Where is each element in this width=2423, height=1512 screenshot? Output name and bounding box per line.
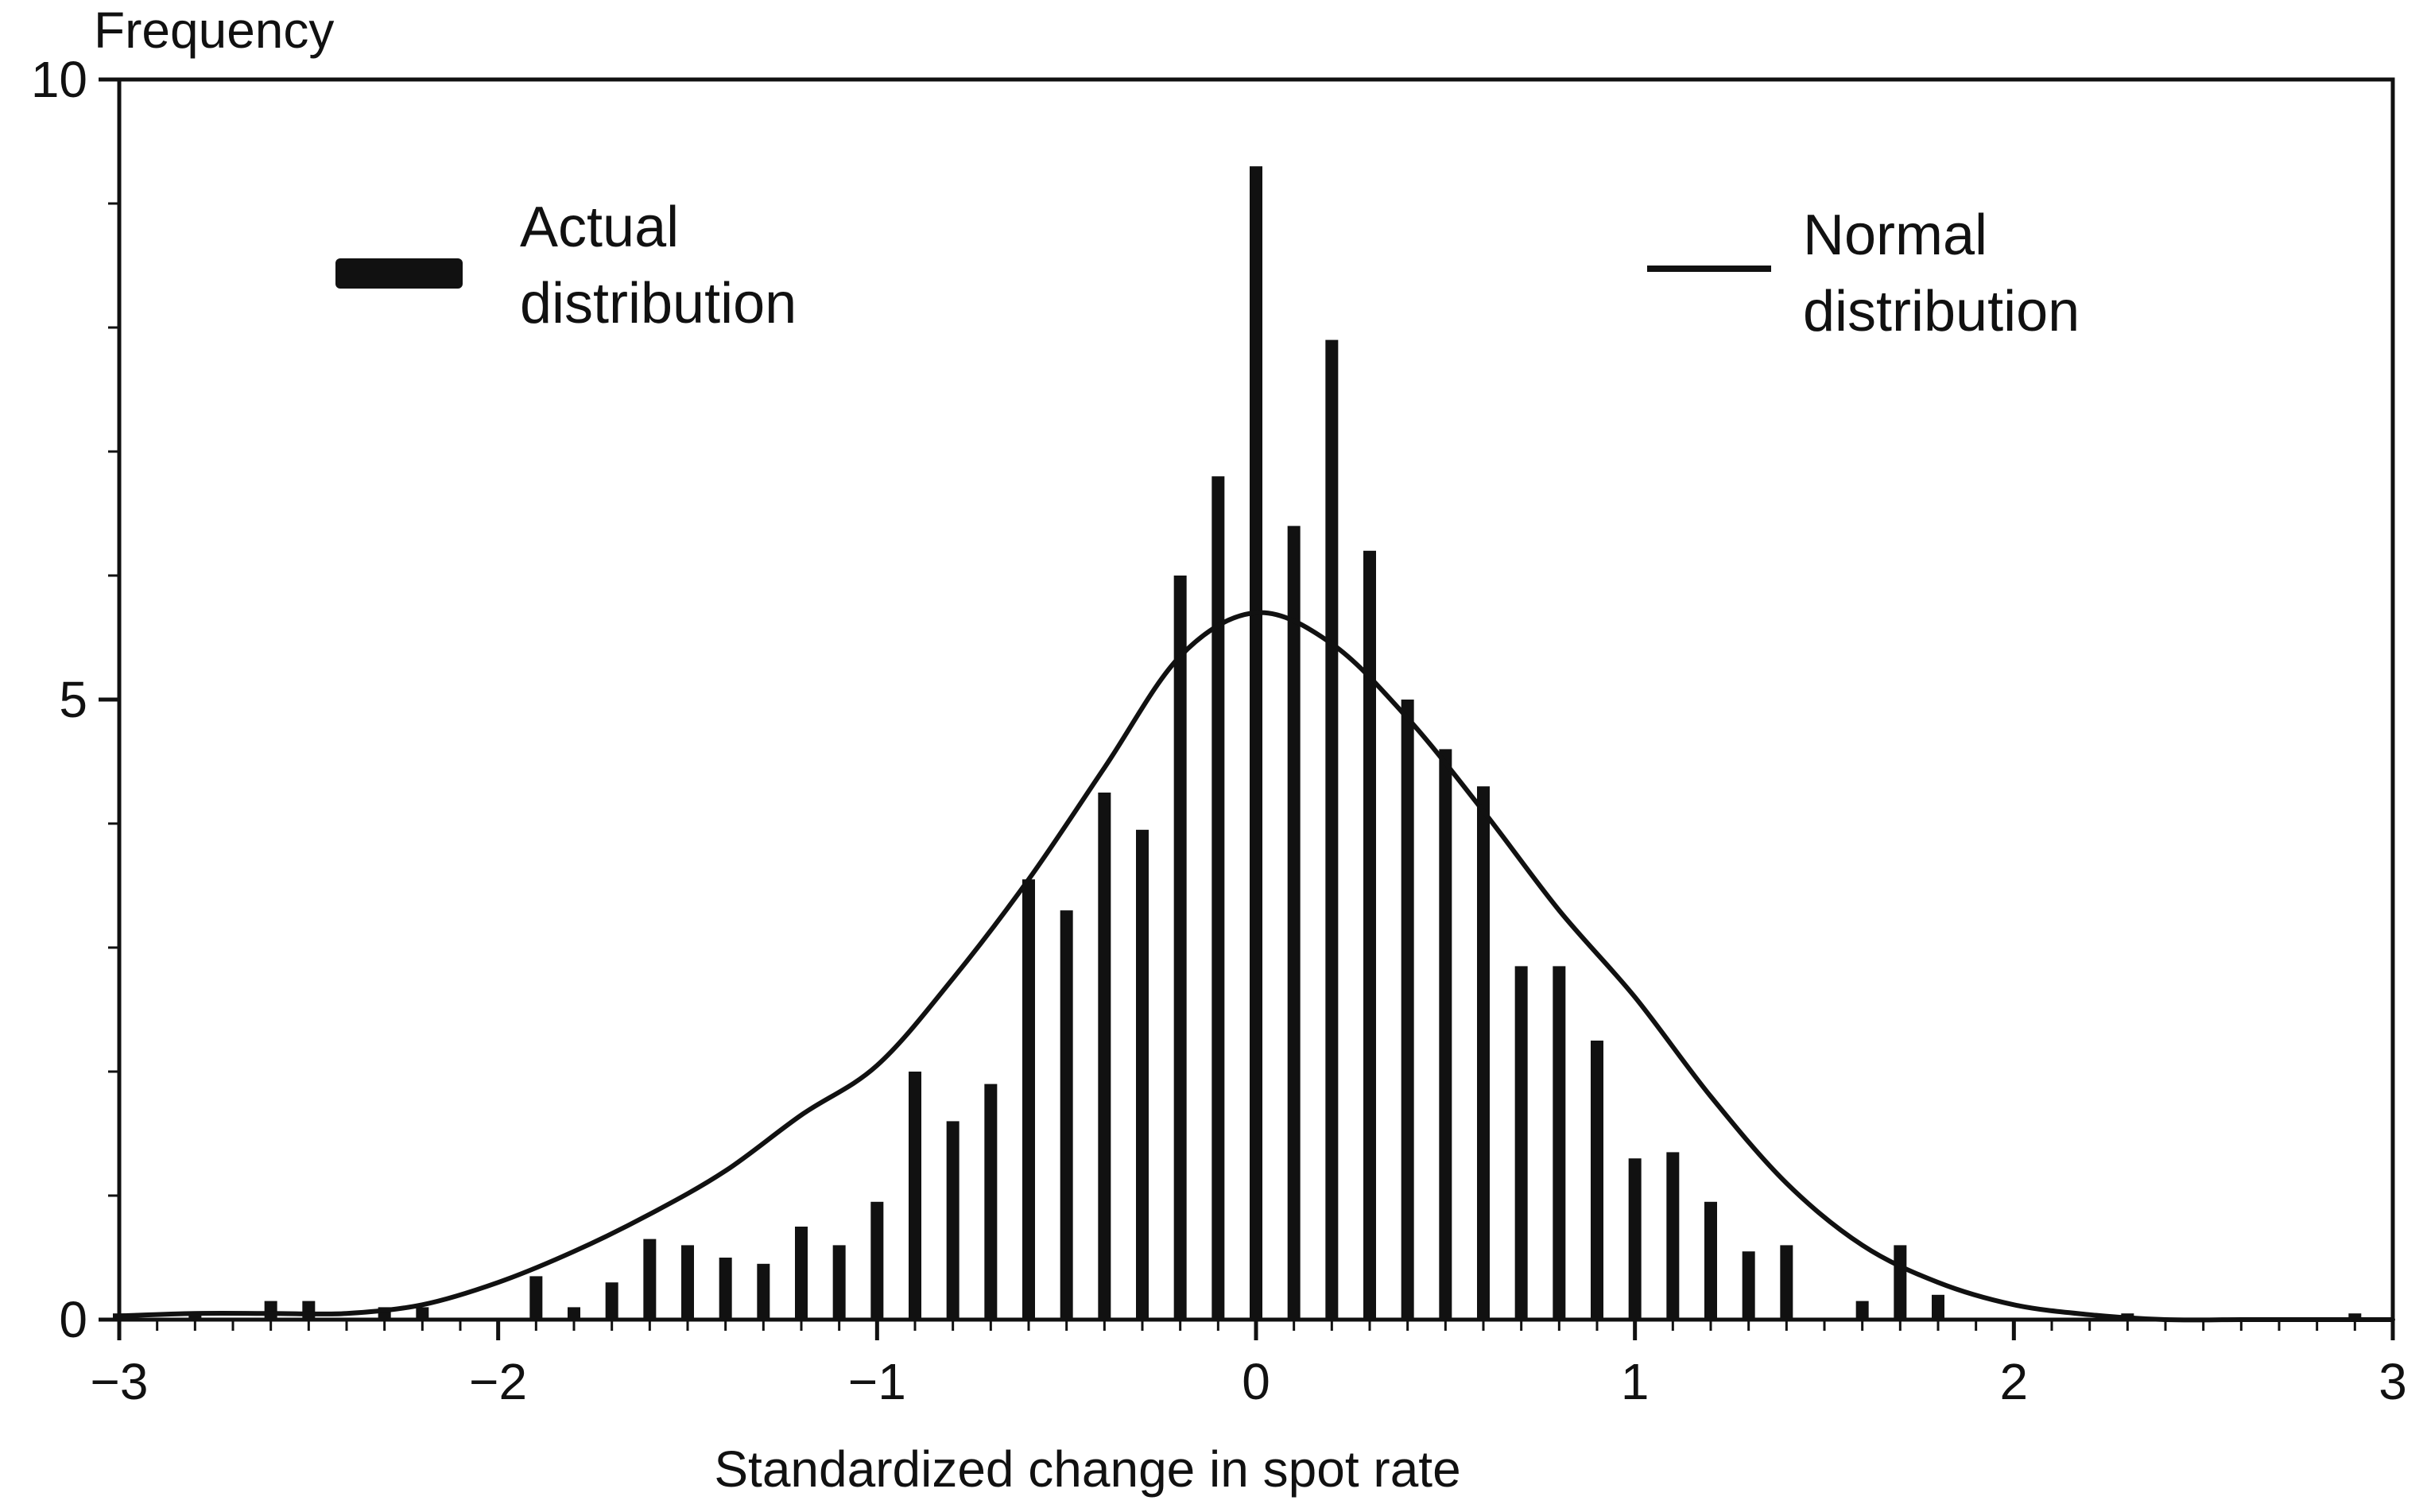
legend-actual-label-line1: Actual (520, 196, 679, 259)
bar-mark (1666, 1152, 1680, 1320)
bar-mark (264, 1301, 277, 1320)
legend-actual-swatch (335, 258, 463, 289)
x-tick-label: 1 (1621, 1353, 1650, 1410)
bar-mark (1250, 166, 1262, 1320)
bar-mark (1514, 966, 1528, 1320)
bar-mark (984, 1084, 998, 1320)
x-tick-label: −3 (91, 1353, 149, 1410)
x-tick-label: 3 (2378, 1353, 2407, 1410)
bar-mark (1591, 1041, 1603, 1320)
bar-mark (568, 1307, 580, 1320)
bar-mark (1022, 879, 1035, 1320)
y-tick-label: 0 (59, 1291, 87, 1348)
bar-mark (302, 1301, 316, 1320)
bar-mark (1855, 1301, 1869, 1320)
legend-normal-label: Normal distribution (1803, 204, 2080, 343)
bar-mark (1932, 1294, 1944, 1320)
x-tick-label: 0 (1242, 1353, 1270, 1410)
bar-mark (1477, 786, 1490, 1320)
bar-mark (795, 1227, 808, 1320)
bar-mark (605, 1282, 618, 1320)
legend-actual-label-line2: distribution (520, 272, 797, 335)
bar-mark (1325, 339, 1339, 1320)
bar-mark (188, 1313, 202, 1320)
bars-layer (113, 166, 2362, 1320)
bar-mark (1553, 966, 1566, 1320)
bar-mark (643, 1239, 657, 1320)
bar-mark (909, 1072, 921, 1320)
bar-mark (1287, 525, 1301, 1320)
y-tick-label: 5 (59, 671, 87, 728)
bar-mark (1439, 749, 1452, 1320)
bar-mark (1628, 1158, 1642, 1320)
bar-mark (1363, 550, 1376, 1320)
y-tick-label: 10 (31, 51, 87, 108)
x-tick-label: −1 (848, 1353, 906, 1410)
bar-mark (681, 1245, 694, 1320)
x-axis-label: Standardized change in spot rate (714, 1440, 1460, 1498)
y-axis-label: Frequency (94, 2, 334, 59)
bar-mark (1401, 700, 1414, 1320)
bar-mark (1060, 910, 1073, 1320)
bar-mark (1173, 576, 1187, 1320)
bar-mark (529, 1276, 543, 1320)
bar-mark (946, 1121, 960, 1320)
legend-normal-label-line2: distribution (1803, 280, 2080, 343)
legend-normal-label-line1: Normal (1803, 204, 1987, 267)
legend-actual-label: Actual distribution (520, 196, 797, 335)
bar-mark (1742, 1251, 1755, 1320)
bar-mark (1704, 1201, 1717, 1320)
bar-mark (416, 1307, 429, 1320)
bar-mark (832, 1245, 846, 1320)
bar-mark (1098, 793, 1111, 1320)
x-tick-label: −2 (469, 1353, 527, 1410)
axis-layer: −3 −2 −1 0 1 2 3 0 5 10 (31, 51, 2407, 1410)
bar-mark (719, 1258, 732, 1320)
bar-mark (1136, 829, 1149, 1320)
bar-mark (1212, 476, 1225, 1320)
bar-mark (870, 1201, 884, 1320)
x-tick-label: 2 (2000, 1353, 2029, 1410)
bar-mark (1780, 1245, 1793, 1320)
bar-mark (2348, 1313, 2362, 1320)
normal-distribution-curve (117, 610, 2395, 1323)
bar-mark (1894, 1245, 1907, 1320)
bar-mark (757, 1263, 770, 1320)
